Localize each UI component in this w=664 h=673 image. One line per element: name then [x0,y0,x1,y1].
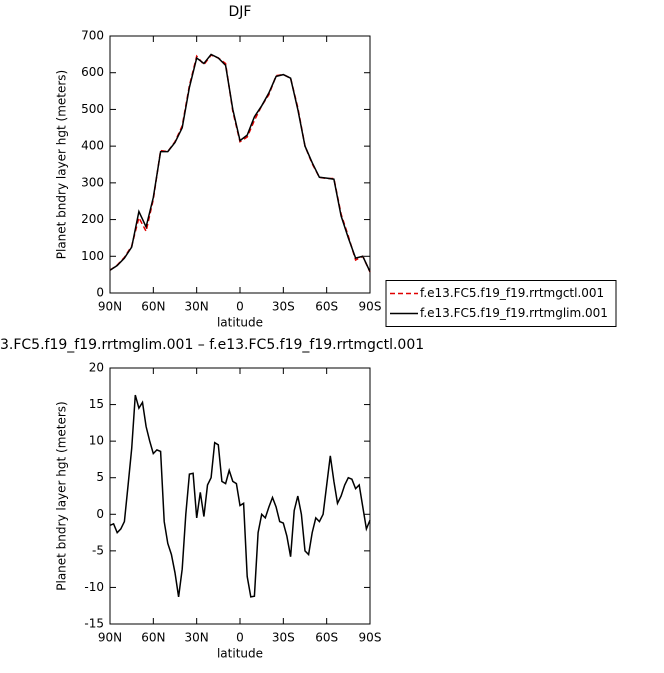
y-tick-label: 0 [96,507,104,521]
y-tick-label: -10 [84,580,104,594]
y-tick-label: -5 [92,543,104,557]
y-tick-label: 200 [81,212,104,226]
y-tick-label: 600 [81,65,104,79]
legend-box [385,280,617,327]
chart-title: 3.FC5.f19_f19.rrtmglim.001 – f.e13.FC5.f… [0,337,424,353]
x-tick-label: 60N [141,300,165,314]
x-axis-label: latitude [217,316,263,330]
y-axis-label: Planet bndry layer hgt (meters) [55,401,69,591]
data-line [109,394,371,598]
data-line [109,53,371,273]
x-tick-label: 60N [141,631,165,645]
x-tick-label: 30S [272,631,295,645]
y-tick-label: 20 [89,361,104,375]
x-tick-label: 90N [98,300,122,314]
y-axis-label: Planet bndry layer hgt (meters) [55,70,69,260]
x-tick-label: 90S [359,631,382,645]
x-tick-label: 90N [98,631,122,645]
y-tick-label: 700 [81,29,104,43]
chart-title: DJF [229,4,252,20]
y-tick-label: 15 [89,397,104,411]
x-tick-label: 90S [359,300,382,314]
x-tick-label: 60S [315,300,338,314]
data-line [109,54,371,273]
y-tick-label: 100 [81,249,104,263]
y-tick-label: 0 [96,286,104,300]
x-tick-label: 30N [185,631,209,645]
x-tick-label: 60S [315,631,338,645]
legend-label: f.e13.FC5.f19_f19.rrtmglim.001 [420,306,608,320]
y-tick-label: 5 [96,470,104,484]
x-axis-label: latitude [217,647,263,661]
legend-label: f.e13.FC5.f19_f19.rrtmgctl.001 [420,286,604,300]
y-tick-label: 500 [81,102,104,116]
y-tick-label: 300 [81,175,104,189]
y-tick-label: 400 [81,139,104,153]
x-tick-label: 0 [236,300,244,314]
x-tick-label: 0 [236,631,244,645]
plot-frame [109,367,371,625]
plot-frame [109,35,371,294]
x-tick-label: 30S [272,300,295,314]
x-tick-label: 30N [185,300,209,314]
y-tick-label: 10 [89,434,104,448]
y-tick-label: -15 [84,617,104,631]
